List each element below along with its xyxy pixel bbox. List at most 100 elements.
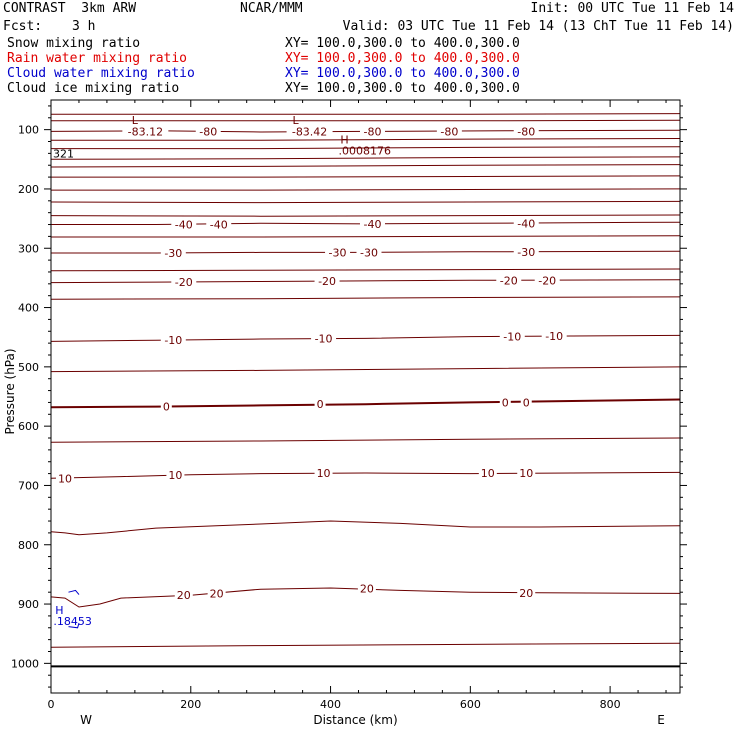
contour-line [50,200,681,204]
contour-line [51,250,681,254]
x-tick-label: 800 [600,698,621,711]
forecast-label: Fcst: [3,19,43,34]
y-tick-label: 800 [18,539,39,552]
org-title: NCAR/MMM [240,1,303,16]
field-xy-snow: XY= 100.0,300.0 to 400.0,300.0 [285,36,520,51]
extremum-l: L [132,114,139,127]
contour-label-bg [499,396,511,409]
contour-label-bg [314,466,333,479]
extremum-h: H [340,134,348,147]
contour-label: 0 [502,396,509,409]
contour-label: 10 [519,467,533,480]
contour-label-bg [171,218,197,231]
contour-label: 0 [163,401,170,414]
contour-label-bg [359,125,385,138]
contour-line [50,279,681,284]
west-label: W [80,713,92,727]
contour-label-bg [517,466,536,479]
contour-label-bg [171,276,197,289]
contour-label: -10 [315,332,333,345]
cloud-water-contour [68,589,80,595]
contour-label: -30 [164,247,182,260]
contour-label: -30 [329,246,347,259]
contour-label: -80 [440,125,458,138]
contour-label-bg [122,125,169,138]
contour-label-bg [357,582,376,595]
contour-label: 10 [168,469,182,482]
contour-label-bg [206,218,232,231]
y-tick-label: 400 [18,302,39,315]
contour-label-bg [195,125,221,138]
x-axis-title: Distance (km) [313,713,397,727]
field-name-rain: Rain water mixing ratio [7,51,188,66]
contour-label: 20 [360,583,374,596]
y-tick-label: 1000 [11,657,39,670]
contour-label: -40 [517,217,535,230]
init-time: Init: 00 UTC Tue 11 Feb 14 [530,1,735,16]
contour-label: -40 [175,219,193,232]
contour-label-bg [286,125,333,138]
cloud-water-contour [68,622,80,629]
contour-line [51,175,681,178]
contour-label: -83.42 [292,125,327,138]
contour-line [50,366,681,373]
contour-label: -40 [210,219,228,232]
plot-frame [50,99,681,694]
contour-labels: -83.12 -80 -83.42 -80 -80 -80-40 -40 -40 -40-30-… [55,125,567,602]
contour-line [51,221,681,225]
contour-label-bg [174,589,193,602]
x-tick-label: 400 [320,698,341,711]
contour-label-bg [520,396,532,409]
contour-line [50,164,681,168]
contour-label: 20 [519,587,533,600]
contour-label: -10 [545,330,563,343]
contour-line [50,642,681,648]
contour-line [51,235,681,238]
contour-line [50,520,681,536]
x-tick-label: 200 [180,698,201,711]
contour-label: -10 [503,331,521,344]
field-xy-rain: XY= 100.0,300.0 to 400.0,300.0 [285,51,520,66]
x-tick-label: 600 [460,698,481,711]
forecast-hours: 3 h [72,19,96,34]
field-xy-cloud-water: XY= 100.0,300.0 to 400.0,300.0 [285,66,520,81]
contour-label: 10 [58,472,72,485]
field-name-snow: Snow mixing ratio [7,36,141,51]
contour-label-bg [359,217,385,230]
contour-label-bg [513,245,539,258]
contour-label: -10 [164,334,182,347]
valid-time: Valid: 03 UTC Tue 11 Feb 14 (13 ChT Tue … [342,19,734,34]
contour-label: 10 [481,467,495,480]
contour-label-bg [499,330,525,343]
contour-line [51,119,681,122]
contour-label: -20 [500,274,518,287]
east-label: E [657,713,665,727]
model-title: CONTRAST 3km ARW [3,1,137,16]
extremum-l: L [293,114,300,127]
contour-label-bg [160,334,186,347]
field-name-cloud-ice: Cloud ice mixing ratio [7,81,180,96]
contour-label-bg [496,274,522,287]
contour-line [50,334,681,342]
contour-label: -40 [364,218,382,231]
contour-label: -80 [364,125,382,138]
contour-label: 0 [523,396,530,409]
y-tick-label: 200 [18,183,39,196]
contour-label: 0 [317,398,324,411]
contour-line [50,471,681,479]
contour-label: 20 [210,587,224,600]
y-tick-label: 900 [18,598,39,611]
contour-line [50,296,681,300]
contour-label: -20 [318,275,336,288]
contour-label: -20 [538,274,556,287]
contour-label-bg [207,587,226,600]
contour-label: -30 [517,246,535,259]
contour-label-bg [314,398,326,411]
contour-line [50,214,681,217]
contour-label-bg [311,332,337,345]
cloud-water-contours [68,589,80,629]
contour-line [51,188,681,191]
